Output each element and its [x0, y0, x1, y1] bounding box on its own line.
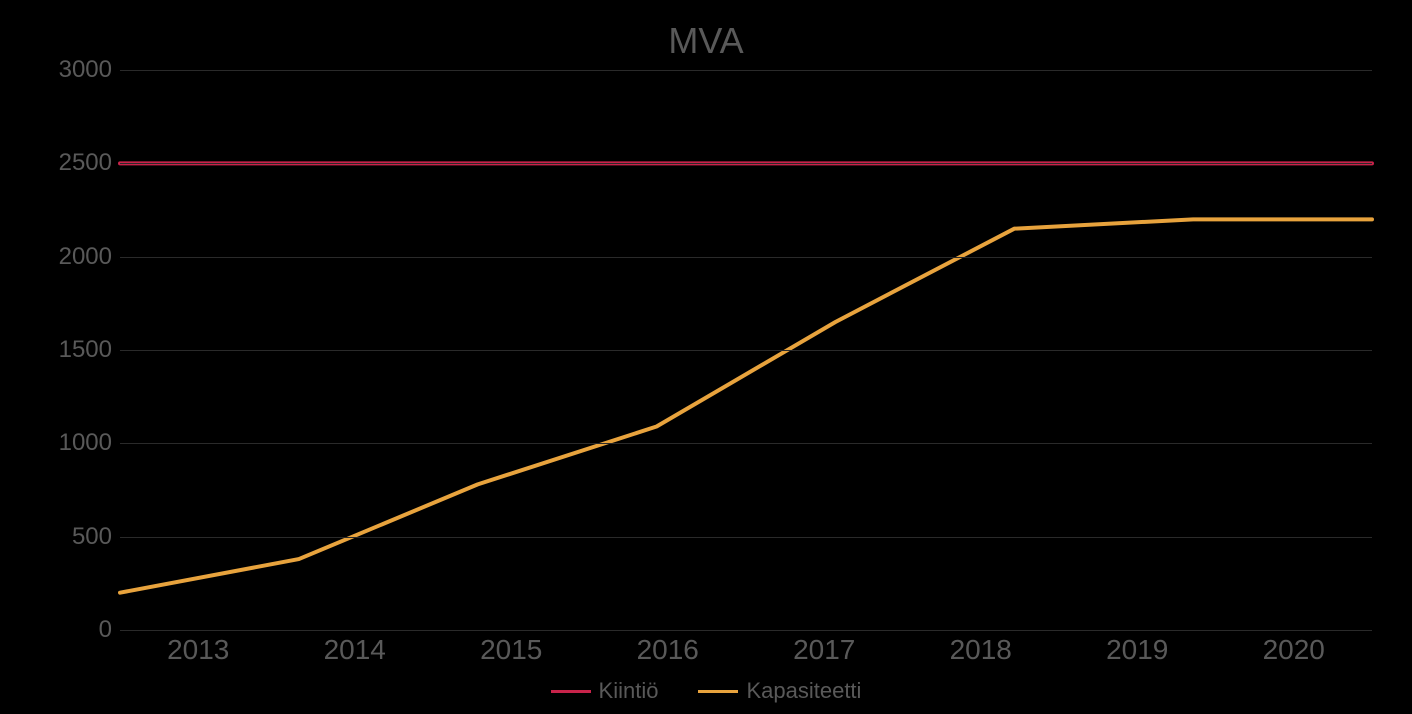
- chart-title: MVA: [40, 20, 1372, 62]
- y-tick-label: 1500: [59, 336, 112, 364]
- y-tick-label: 2500: [59, 149, 112, 177]
- gridline: [120, 163, 1372, 164]
- chart-container: MVA 050010001500200025003000 20132014201…: [0, 0, 1412, 714]
- x-tick-label: 2020: [1216, 634, 1373, 666]
- x-tick-label: 2018: [903, 634, 1060, 666]
- y-tick-label: 0: [99, 616, 112, 644]
- y-axis: 050010001500200025003000: [40, 70, 120, 630]
- gridline: [120, 257, 1372, 258]
- y-tick-label: 3000: [59, 56, 112, 84]
- x-tick-label: 2013: [120, 634, 277, 666]
- legend-item: Kiintiö: [551, 678, 659, 704]
- gridline: [120, 537, 1372, 538]
- legend-item: Kapasiteetti: [698, 678, 861, 704]
- plot-inner: [120, 70, 1372, 630]
- y-tick-label: 2000: [59, 243, 112, 271]
- gridline: [120, 350, 1372, 351]
- x-tick-label: 2019: [1059, 634, 1216, 666]
- x-tick-label: 2015: [433, 634, 590, 666]
- legend-swatch: [698, 690, 738, 693]
- legend-label: Kiintiö: [599, 678, 659, 704]
- y-tick-label: 500: [72, 523, 112, 551]
- x-tick-label: 2014: [277, 634, 434, 666]
- gridline: [120, 443, 1372, 444]
- x-tick-label: 2016: [590, 634, 747, 666]
- y-tick-label: 1000: [59, 429, 112, 457]
- gridline: [120, 630, 1372, 631]
- legend: Kiintiö Kapasiteetti: [40, 678, 1372, 704]
- legend-label: Kapasiteetti: [746, 678, 861, 704]
- plot-area: 050010001500200025003000: [40, 70, 1372, 630]
- x-axis: 20132014201520162017201820192020: [120, 630, 1372, 670]
- gridline: [120, 70, 1372, 71]
- x-tick-label: 2017: [746, 634, 903, 666]
- legend-swatch: [551, 690, 591, 693]
